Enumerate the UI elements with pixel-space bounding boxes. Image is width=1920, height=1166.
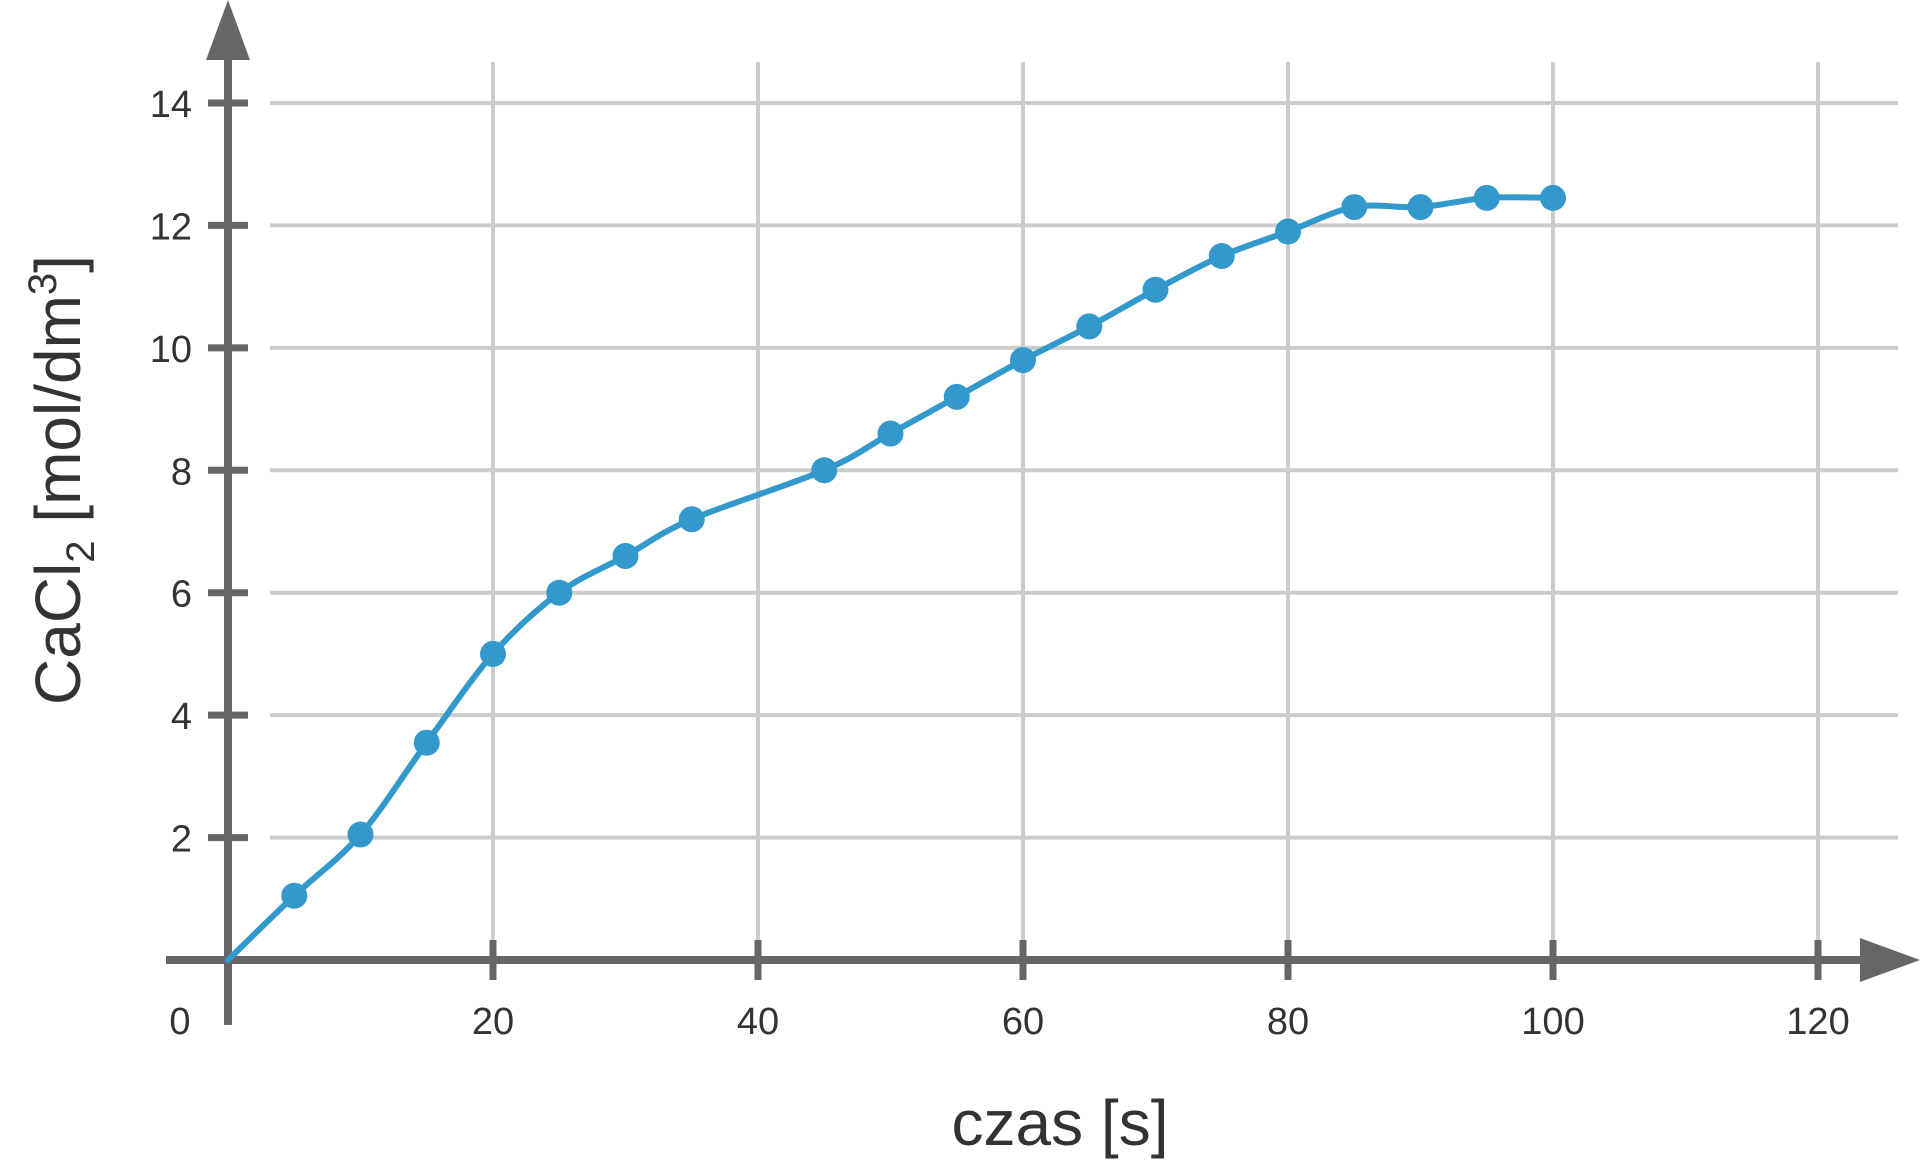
- data-point-30: [612, 542, 639, 569]
- data-point-85: [1341, 194, 1368, 221]
- x-axis-title: czas [s]: [952, 1087, 1169, 1159]
- data-point-45: [811, 457, 838, 484]
- data-point-5: [281, 882, 308, 909]
- data-point-25: [546, 579, 573, 606]
- x-axis-arrowhead: [1860, 938, 1920, 982]
- data-point-75: [1208, 243, 1235, 270]
- y-tick-label-8: 8: [171, 451, 192, 493]
- data-point-65: [1076, 313, 1103, 340]
- y-axis-title: CaCl2 [mol/dm3]: [21, 255, 103, 705]
- series-line-0: [225, 194, 1556, 963]
- y-axis-title-superscript: 3: [21, 273, 65, 295]
- tick-labels: 2 4 6 8 10 12 14 0 20 40 60 80 100 120: [150, 84, 1850, 1043]
- y-axis-title-prefix: CaCl: [22, 563, 94, 705]
- data-point-15: [413, 729, 440, 756]
- data-point-55: [943, 383, 970, 410]
- data-point-100: [1540, 184, 1566, 211]
- data-point-60: [1010, 347, 1036, 374]
- y-tick-label-4: 4: [171, 696, 192, 738]
- data-point-80: [1275, 218, 1301, 245]
- data-point-20: [480, 640, 506, 667]
- y-tick-label-14: 14: [150, 84, 192, 126]
- grid: [270, 62, 1898, 960]
- x-tick-label-20: 20: [472, 1001, 514, 1043]
- axis-titles: czas [s] CaCl2 [mol/dm3]: [21, 255, 1168, 1159]
- x-tick-label-60: 60: [1002, 1001, 1044, 1043]
- axes: [166, 0, 1920, 1025]
- y-tick-label-6: 6: [171, 574, 192, 616]
- y-tick-label-2: 2: [171, 819, 192, 861]
- y-axis-title-unit-close: ]: [22, 255, 94, 273]
- x-tick-label-0: 0: [169, 1001, 190, 1043]
- y-axis-title-unit-open: [mol/dm: [22, 295, 94, 540]
- data-point-70: [1142, 276, 1169, 303]
- x-tick-label-40: 40: [737, 1001, 779, 1043]
- y-axis-title-subscript: 2: [59, 540, 103, 562]
- y-tick-label-10: 10: [150, 329, 192, 371]
- data-point-95: [1473, 184, 1500, 211]
- data-point-10: [347, 821, 374, 848]
- x-tick-label-80: 80: [1267, 1001, 1309, 1043]
- data-point-90: [1407, 194, 1434, 221]
- data-point-50: [877, 420, 904, 447]
- y-tick-label-12: 12: [150, 206, 192, 248]
- y-axis-arrowhead: [206, 0, 250, 60]
- series: [225, 184, 1566, 963]
- x-tick-label-120: 120: [1786, 1001, 1849, 1043]
- x-tick-label-100: 100: [1521, 1001, 1584, 1043]
- data-point-35: [678, 506, 705, 533]
